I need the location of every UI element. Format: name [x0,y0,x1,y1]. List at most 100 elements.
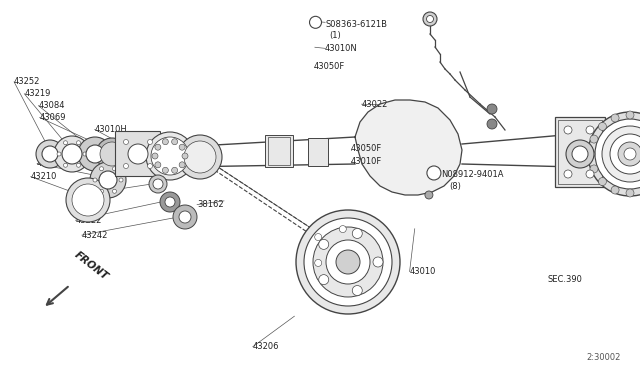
Text: 43010N: 43010N [325,44,358,53]
Circle shape [172,139,178,145]
Bar [555,117,605,187]
Text: 43210: 43210 [31,172,57,181]
Circle shape [566,140,594,168]
Text: 43064: 43064 [37,159,63,168]
Circle shape [310,16,321,28]
Circle shape [99,171,117,189]
Circle shape [373,257,383,267]
Circle shape [326,240,370,284]
Circle shape [426,16,433,22]
Circle shape [598,177,607,186]
Text: 2:30002: 2:30002 [586,353,621,362]
Circle shape [624,148,636,160]
Circle shape [191,148,209,166]
Circle shape [425,191,433,199]
Circle shape [179,144,185,150]
Circle shape [100,142,124,166]
Circle shape [83,152,87,156]
Circle shape [77,163,81,167]
Circle shape [62,144,82,164]
Circle shape [352,228,362,238]
Circle shape [598,122,607,131]
Circle shape [113,167,116,171]
Circle shape [165,197,175,207]
Circle shape [564,126,572,134]
Circle shape [336,250,360,274]
Text: 43242: 43242 [82,231,108,240]
FancyBboxPatch shape [115,131,161,176]
Circle shape [296,210,400,314]
Text: 43222: 43222 [76,216,102,225]
Circle shape [36,140,64,168]
Text: 43050F: 43050F [351,144,382,153]
Circle shape [586,170,594,178]
Text: 43010F: 43010F [351,157,382,166]
Circle shape [151,137,189,175]
Circle shape [160,146,180,166]
Circle shape [586,126,594,134]
Circle shape [618,142,640,166]
Circle shape [124,164,129,169]
Circle shape [626,189,634,197]
Circle shape [155,162,161,168]
Bar [265,135,293,167]
Circle shape [63,163,67,167]
Text: 43232: 43232 [148,147,175,155]
Circle shape [487,119,497,129]
Circle shape [99,189,104,193]
Circle shape [86,145,104,163]
Circle shape [149,175,167,193]
Circle shape [590,165,598,173]
Circle shape [128,144,148,164]
Circle shape [179,211,191,223]
Circle shape [153,179,163,189]
Circle shape [42,146,58,162]
Circle shape [63,141,67,145]
Circle shape [57,152,61,156]
Text: SEC.390: SEC.390 [547,275,582,284]
Circle shape [105,147,119,161]
Text: 43010H: 43010H [95,125,127,134]
Circle shape [179,162,185,168]
Circle shape [152,153,158,159]
Circle shape [588,112,640,196]
Circle shape [93,178,97,182]
Circle shape [487,104,497,114]
Circle shape [319,275,329,285]
Circle shape [124,140,129,144]
Circle shape [595,119,640,189]
Circle shape [572,146,588,162]
Circle shape [66,178,110,222]
Text: S: S [313,19,318,25]
Text: N08912-9401A: N08912-9401A [442,170,504,179]
Circle shape [587,150,595,158]
Circle shape [96,138,128,170]
Circle shape [178,135,222,179]
Circle shape [78,137,112,171]
Bar [308,138,328,166]
Circle shape [304,218,392,306]
Circle shape [352,286,362,295]
Circle shape [182,153,188,159]
Circle shape [339,267,346,275]
Text: 43022: 43022 [362,100,388,109]
Circle shape [160,192,180,212]
Text: 43219: 43219 [24,89,51,98]
Circle shape [148,140,152,144]
Text: 43252: 43252 [14,77,40,86]
Text: (1): (1) [330,31,341,40]
Text: S08363-6121B: S08363-6121B [325,20,387,29]
Circle shape [611,114,619,122]
Circle shape [313,227,383,297]
Circle shape [610,134,640,174]
Polygon shape [355,100,462,195]
Circle shape [54,136,90,172]
Circle shape [315,234,322,241]
Circle shape [602,126,640,182]
Circle shape [319,239,329,249]
Text: (8): (8) [449,182,461,190]
Circle shape [423,12,437,26]
Circle shape [155,144,161,150]
Circle shape [355,247,362,253]
Circle shape [146,132,194,180]
